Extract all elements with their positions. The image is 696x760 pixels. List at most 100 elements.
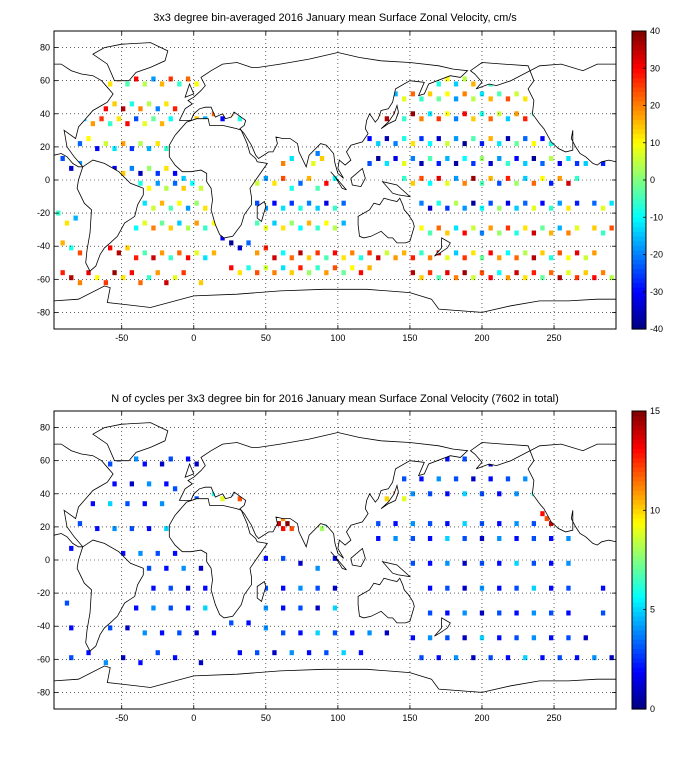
bin-cell xyxy=(471,116,476,122)
chart-title: 3x3 degree bin-averaged 2016 January mea… xyxy=(153,12,517,24)
bin-cell xyxy=(497,180,502,186)
colorbar-segment xyxy=(632,212,646,218)
bin-cell xyxy=(445,456,450,462)
bin-cell xyxy=(129,165,135,171)
bin-cell xyxy=(445,230,450,236)
bin-cell xyxy=(272,220,277,226)
bin-cell xyxy=(229,265,234,271)
landmass xyxy=(256,580,267,603)
bin-cell xyxy=(108,81,113,87)
y-tick-label: 20 xyxy=(40,142,50,152)
bin-cell xyxy=(419,175,424,181)
bin-cell xyxy=(544,516,550,522)
bin-cell xyxy=(125,81,130,87)
colorbar-segment xyxy=(632,434,646,440)
colorbar-segment xyxy=(632,671,646,678)
bin-cell xyxy=(315,250,320,256)
colorbar-segment xyxy=(632,411,646,417)
landmass xyxy=(434,237,451,257)
colorbar-segment xyxy=(632,541,646,547)
bin-cell xyxy=(203,585,208,591)
bin-cell xyxy=(462,270,467,276)
bin-cell xyxy=(592,225,597,231)
bin-cell xyxy=(471,136,476,142)
bin-cell xyxy=(121,550,126,556)
bin-cell xyxy=(77,521,83,527)
bin-cell xyxy=(427,585,433,591)
bin-cell xyxy=(155,550,160,556)
colorbar-segment xyxy=(632,235,646,242)
bin-cell xyxy=(410,491,416,497)
bin-cell xyxy=(319,526,325,532)
bin-cell xyxy=(246,240,251,246)
bin-cell xyxy=(445,635,450,641)
colorbar-segment xyxy=(632,245,646,251)
bin-cell xyxy=(142,250,147,256)
bin-cell xyxy=(69,655,74,661)
bin-cell xyxy=(583,635,588,641)
bin-cell xyxy=(138,106,143,112)
bin-cell xyxy=(185,225,191,231)
colorbar-segment xyxy=(632,643,646,650)
bin-cell xyxy=(177,200,182,206)
bin-cell xyxy=(471,96,476,102)
bin-cell xyxy=(471,161,476,166)
colorbar-segment xyxy=(632,485,646,491)
bin-cell xyxy=(471,175,476,181)
colorbar-segment xyxy=(632,420,646,426)
bin-cell xyxy=(574,175,580,181)
bin-cell xyxy=(497,610,502,616)
bin-cell xyxy=(229,620,234,626)
colorbar-segment xyxy=(632,31,646,37)
bin-cell xyxy=(410,180,416,186)
bin-cell xyxy=(410,536,416,541)
colorbar: 40 30 20 10 0 -10 -20 -30 -40 xyxy=(631,26,663,334)
bin-cell xyxy=(574,655,580,661)
bin-cell xyxy=(246,620,251,626)
bin-cell xyxy=(376,536,381,541)
bin-cell xyxy=(142,121,147,127)
bin-cell xyxy=(142,630,147,636)
colorbar-segment xyxy=(632,518,646,524)
colorbar-segment xyxy=(632,657,646,664)
bin-cell xyxy=(531,585,537,591)
continents xyxy=(53,42,617,330)
colorbar-segment xyxy=(632,296,646,302)
bin-cell xyxy=(151,225,156,231)
bin-cell xyxy=(488,655,493,661)
bin-cell xyxy=(194,461,199,467)
bin-cell xyxy=(471,200,476,206)
bin-cell xyxy=(237,245,243,251)
bin-cell xyxy=(540,200,545,206)
y-tick-label: 60 xyxy=(40,76,50,86)
bin-cell xyxy=(566,180,571,186)
bin-cell xyxy=(497,255,502,261)
bin-cell xyxy=(298,585,303,591)
bin-cell xyxy=(159,220,165,226)
y-axis-ticks: 80 60 40 20 0 -20 -40 -60 -80 xyxy=(37,43,616,317)
bin-cell xyxy=(108,121,113,127)
bin-cell xyxy=(121,170,126,176)
bin-cell xyxy=(436,81,441,87)
bin-cell xyxy=(298,180,303,186)
bin-cell xyxy=(592,250,597,256)
colorbar-segment xyxy=(632,44,646,51)
bin-cell xyxy=(488,96,493,102)
bin-cell xyxy=(609,275,614,281)
bin-cell xyxy=(566,255,571,261)
colorbar-segment xyxy=(632,597,646,603)
bin-cell xyxy=(121,655,126,661)
colorbar-segment xyxy=(632,601,646,608)
landmass xyxy=(350,167,366,188)
bin-cell xyxy=(445,205,450,211)
bin-cell xyxy=(497,91,502,97)
colorbar-segment xyxy=(632,681,646,687)
colorbar-segment xyxy=(632,315,646,321)
bin-cell xyxy=(108,245,113,251)
y-tick-label: 60 xyxy=(40,456,50,466)
landmass xyxy=(330,551,347,571)
bin-cell xyxy=(108,461,113,467)
bin-cell xyxy=(514,635,519,641)
bin-cell xyxy=(600,585,606,591)
bin-cell xyxy=(523,175,528,181)
